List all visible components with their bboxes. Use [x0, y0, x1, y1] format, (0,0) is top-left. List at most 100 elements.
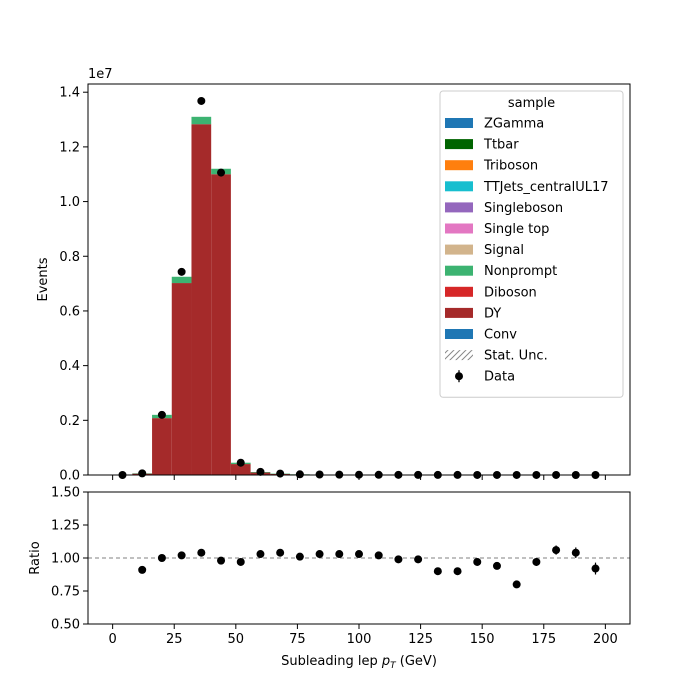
legend-label-singleboson: Singleboson	[484, 201, 563, 216]
ratio-y-tick-label: 0.50	[51, 618, 80, 633]
data-point	[138, 469, 147, 478]
ratio-point	[138, 565, 147, 574]
ratio-y-tick-label: 1.50	[51, 486, 80, 501]
legend-swatch-nonprompt	[445, 265, 473, 276]
ratio-point	[473, 557, 482, 566]
x-tick-label: 175	[531, 632, 556, 647]
ratio-point	[591, 564, 600, 573]
ratio-point	[433, 567, 442, 576]
data-point	[276, 469, 285, 478]
legend-label-diboson: Diboson	[484, 285, 537, 300]
bar-dy-3	[171, 283, 192, 475]
legend-label-triboson: Triboson	[483, 159, 538, 174]
data-point	[315, 470, 324, 479]
legend-swatch-signal	[445, 244, 473, 255]
main-x-ticks	[112, 475, 606, 480]
data-point	[236, 458, 245, 467]
ratio-point	[157, 554, 166, 562]
ratio-point	[394, 555, 403, 564]
data-point	[217, 168, 226, 177]
ratio-points	[138, 545, 600, 589]
y-tick-label: 0.6	[59, 304, 80, 319]
legend-label-stat-unc-: Stat. Unc.	[484, 349, 548, 364]
bar-dy-5	[211, 174, 231, 475]
legend-label-dy: DY	[484, 306, 501, 321]
ratio-point	[276, 548, 285, 557]
legend-swatch-zgamma	[445, 118, 473, 128]
legend-swatch-stat-unc-	[445, 350, 473, 361]
main-panel: 0.0 0.2 0.4 0.6 0.8 1.0 1.2 1.4 1e7 Events samp…	[36, 67, 631, 484]
bar-nonprompt-3	[171, 276, 192, 284]
legend-label-conv: Conv	[484, 328, 517, 343]
ratio-point	[197, 548, 206, 557]
x-tick-label: 150	[470, 632, 495, 647]
ratio-point	[571, 548, 580, 557]
y-tick-label: 0.4	[59, 359, 80, 374]
legend-label-nonprompt: Nonprompt	[484, 264, 557, 279]
ratio-axes-frame	[87, 491, 631, 625]
ratio-point	[217, 556, 226, 565]
data-point	[157, 410, 166, 419]
ratio-y-axis-label: Ratio	[28, 541, 43, 574]
legend-label-ttjets-centralul17: TTJets_centralUL17	[483, 180, 609, 195]
ratio-y-tick-label: 0.75	[51, 585, 80, 600]
y-tick-label: 0.8	[59, 250, 80, 265]
ratio-y-tick-label: 1.25	[51, 519, 80, 534]
ratio-point	[414, 555, 423, 564]
bar-dy-2	[152, 418, 172, 475]
data-point	[177, 267, 186, 276]
legend-swatch-diboson	[445, 286, 473, 297]
legend-label-ttbar: Ttbar	[483, 138, 519, 153]
ratio-point	[177, 551, 186, 560]
ratio-point	[512, 580, 521, 589]
legend-swatch-ttbar	[445, 139, 473, 150]
y-tick-label: 1.4	[59, 86, 80, 101]
legend-label-data: Data	[484, 370, 515, 385]
data-point	[197, 96, 206, 105]
legend-label-signal: Signal	[484, 243, 524, 258]
y-tick-label: 1.2	[59, 140, 80, 155]
data-point	[256, 467, 265, 476]
legend-swatch-triboson	[445, 160, 473, 171]
x-tick-label: 200	[593, 632, 618, 647]
legend-swatch-ttjets-centralul17	[445, 181, 473, 192]
bar-dy-4	[191, 124, 212, 476]
x-tick-label: 50	[228, 632, 245, 647]
legend: sample ZGamma Ttbar Triboson TTJets_centralU…	[439, 90, 624, 398]
x-tick-label: 25	[166, 632, 183, 647]
x-tick-label: 0	[108, 632, 116, 647]
x-tick-label: 100	[347, 632, 372, 647]
y-tick-label: 1.0	[59, 195, 80, 210]
ratio-point	[335, 550, 344, 559]
bar-dy-6	[230, 464, 251, 475]
legend-swatch-single-top	[445, 223, 473, 234]
ratio-point	[453, 567, 462, 576]
legend-label-zgamma: ZGamma	[484, 117, 544, 132]
ratio-point	[236, 557, 245, 566]
ratio-point	[355, 550, 363, 559]
ratio-point	[532, 557, 541, 566]
legend-swatch-dy	[445, 307, 473, 318]
ratio-point	[315, 550, 324, 559]
ratio-point	[552, 546, 561, 555]
x-tick-label: 125	[408, 632, 433, 647]
legend-marker-data	[455, 372, 463, 381]
x-tick-label: 75	[289, 632, 306, 647]
legend-swatch-conv	[445, 329, 473, 339]
ratio-point	[256, 550, 265, 559]
bar-nonprompt-4	[191, 116, 212, 125]
ratio-point	[295, 552, 304, 561]
y-scale-offset-label: 1e7	[88, 67, 113, 82]
legend-title: sample	[508, 96, 555, 111]
legend-box	[439, 90, 624, 398]
ratio-panel: 0.50 0.75 1.00 1.25 1.50 0 25 50 75 100 125 150 175…	[28, 486, 631, 671]
ratio-x-ticks: 0 25 50 75 100 125 150 175 200	[108, 624, 618, 647]
y-tick-label: 0.2	[59, 414, 80, 429]
legend-label-single-top: Single top	[484, 222, 549, 237]
y-axis-label: Events	[36, 257, 51, 301]
x-axis-label: Subleading lep pT (GeV)	[281, 654, 437, 671]
ratio-y-tick-label: 1.00	[51, 552, 80, 567]
legend-swatch-singleboson	[445, 202, 473, 213]
y-tick-label: 0.0	[59, 469, 80, 484]
